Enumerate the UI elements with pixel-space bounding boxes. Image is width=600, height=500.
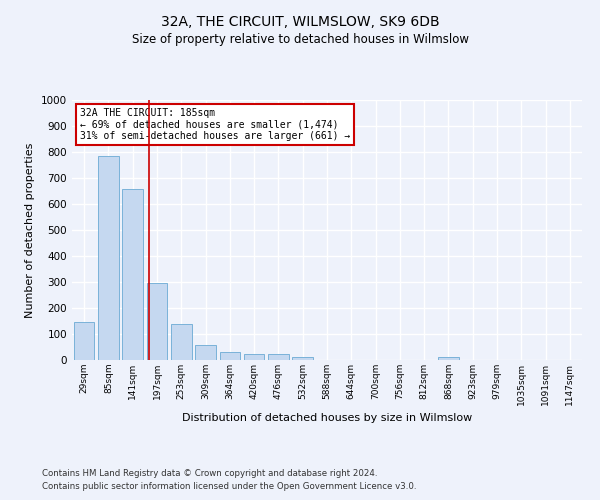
Bar [171,324,191,360]
Text: Contains public sector information licensed under the Open Government Licence v3: Contains public sector information licen… [42,482,416,491]
Bar [438,358,459,360]
Bar [122,189,143,360]
Bar [146,283,167,360]
Bar [292,358,313,360]
Text: 32A THE CIRCUIT: 185sqm
← 69% of detached houses are smaller (1,474)
31% of semi: 32A THE CIRCUIT: 185sqm ← 69% of detache… [80,108,350,141]
Bar [244,354,265,360]
Bar [268,354,289,360]
Bar [98,156,119,360]
Y-axis label: Number of detached properties: Number of detached properties [25,142,35,318]
Bar [74,322,94,360]
Text: Size of property relative to detached houses in Wilmslow: Size of property relative to detached ho… [131,32,469,46]
Text: 32A, THE CIRCUIT, WILMSLOW, SK9 6DB: 32A, THE CIRCUIT, WILMSLOW, SK9 6DB [161,15,439,29]
Bar [195,345,216,360]
Text: Contains HM Land Registry data © Crown copyright and database right 2024.: Contains HM Land Registry data © Crown c… [42,468,377,477]
X-axis label: Distribution of detached houses by size in Wilmslow: Distribution of detached houses by size … [182,413,472,423]
Bar [220,352,240,360]
